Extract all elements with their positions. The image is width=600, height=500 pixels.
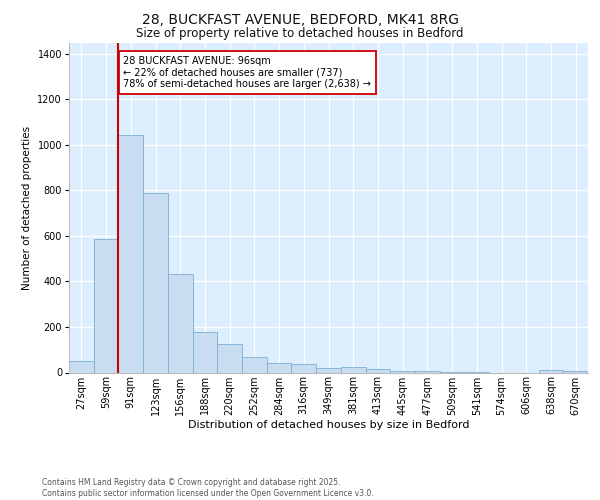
- Text: Contains HM Land Registry data © Crown copyright and database right 2025.
Contai: Contains HM Land Registry data © Crown c…: [42, 478, 374, 498]
- Bar: [143, 192, 168, 372]
- Bar: [69, 361, 94, 372]
- Y-axis label: Number of detached properties: Number of detached properties: [22, 126, 32, 290]
- Bar: [118, 134, 143, 372]
- Bar: [267, 363, 292, 372]
- Bar: [365, 370, 390, 372]
- Bar: [390, 370, 415, 372]
- Text: 28 BUCKFAST AVENUE: 96sqm
← 22% of detached houses are smaller (737)
78% of semi: 28 BUCKFAST AVENUE: 96sqm ← 22% of detac…: [124, 56, 371, 90]
- Bar: [292, 364, 316, 372]
- Bar: [242, 357, 267, 372]
- Bar: [193, 332, 217, 372]
- Bar: [539, 370, 563, 372]
- Bar: [341, 368, 365, 372]
- X-axis label: Distribution of detached houses by size in Bedford: Distribution of detached houses by size …: [188, 420, 469, 430]
- Text: 28, BUCKFAST AVENUE, BEDFORD, MK41 8RG: 28, BUCKFAST AVENUE, BEDFORD, MK41 8RG: [142, 12, 458, 26]
- Bar: [94, 240, 118, 372]
- Text: Size of property relative to detached houses in Bedford: Size of property relative to detached ho…: [136, 28, 464, 40]
- Bar: [168, 274, 193, 372]
- Bar: [316, 368, 341, 372]
- Bar: [217, 344, 242, 372]
